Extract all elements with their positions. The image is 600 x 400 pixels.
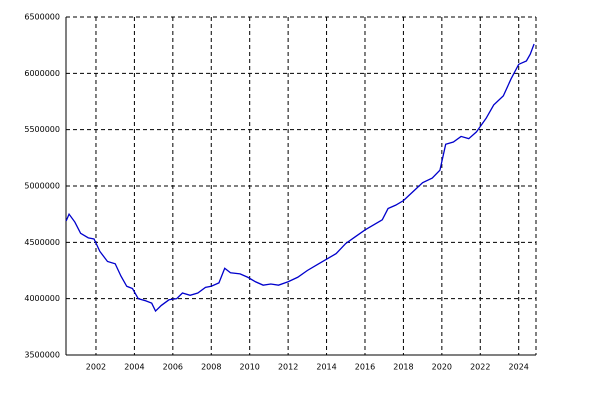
y-tick-label: 5000000 bbox=[24, 182, 60, 191]
x-tick-label: 2002 bbox=[86, 363, 106, 372]
x-tick-label: 2020 bbox=[432, 363, 452, 372]
y-tick-label: 4000000 bbox=[24, 294, 60, 303]
y-tick-label: 5500000 bbox=[24, 125, 60, 134]
x-tick-label: 2008 bbox=[201, 363, 221, 372]
x-tick-label: 2022 bbox=[470, 363, 490, 372]
series-line bbox=[65, 43, 535, 313]
x-tick-label: 2016 bbox=[355, 363, 375, 372]
y-tick-label: 3500000 bbox=[24, 351, 60, 360]
x-tick-label: 2018 bbox=[393, 363, 413, 372]
x-tick-label: 2012 bbox=[278, 363, 298, 372]
y-tick-label: 4500000 bbox=[24, 238, 60, 247]
x-tick-label: 2006 bbox=[163, 363, 183, 372]
x-tick-label: 2010 bbox=[240, 363, 260, 372]
y-tick-label: 6000000 bbox=[24, 69, 60, 78]
y-tick-label: 6500000 bbox=[24, 13, 60, 22]
x-tick-label: 2014 bbox=[316, 363, 336, 372]
x-tick-label: 2024 bbox=[509, 363, 529, 372]
x-tick-label: 2004 bbox=[124, 363, 144, 372]
